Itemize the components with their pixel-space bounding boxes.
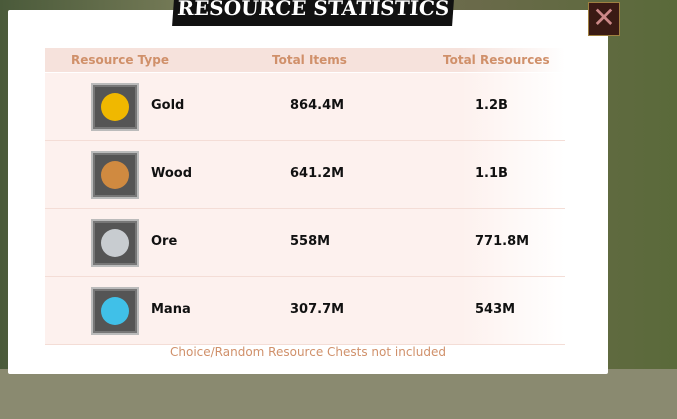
gold-coin-icon bbox=[91, 83, 139, 131]
footnote: Choice/Random Resource Chests not includ… bbox=[170, 345, 446, 359]
table-row: Ore 558M 771.8M bbox=[45, 209, 565, 277]
total-items: 307.7M bbox=[290, 302, 345, 317]
resource-name: Wood bbox=[151, 166, 193, 181]
header-total-items: Total Items bbox=[272, 53, 347, 67]
table-row: Wood 641.2M 1.1B bbox=[45, 141, 565, 209]
resource-name: Gold bbox=[151, 98, 185, 113]
table-row: Mana 307.7M 543M bbox=[45, 277, 565, 345]
header-resource-type: Resource Type bbox=[71, 53, 169, 67]
header-total-resources: Total Resources bbox=[443, 53, 550, 67]
total-resources: 1.2B bbox=[475, 98, 508, 113]
resource-name: Mana bbox=[151, 302, 191, 317]
total-items: 864.4M bbox=[290, 98, 345, 113]
resource-name: Ore bbox=[151, 234, 178, 249]
total-resources: 1.1B bbox=[475, 166, 508, 181]
total-resources: 543M bbox=[475, 302, 516, 317]
background-ground bbox=[0, 369, 677, 419]
panel-title: RESOURCE STATISTICS bbox=[172, 0, 454, 26]
total-items: 558M bbox=[290, 234, 331, 249]
ore-icon bbox=[91, 219, 139, 267]
total-items: 641.2M bbox=[290, 166, 345, 181]
table-row: Gold 864.4M 1.2B bbox=[45, 73, 565, 141]
wood-planks-icon bbox=[91, 151, 139, 199]
table-header: Resource Type Total Items Total Resource… bbox=[45, 48, 565, 72]
close-x-icon: ✕ bbox=[592, 1, 616, 34]
close-button[interactable]: ✕ bbox=[588, 2, 620, 36]
mana-potion-icon bbox=[91, 287, 139, 335]
total-resources: 771.8M bbox=[475, 234, 530, 249]
resource-statistics-panel: RESOURCE STATISTICS ✕ Resource Type Tota… bbox=[8, 0, 620, 374]
